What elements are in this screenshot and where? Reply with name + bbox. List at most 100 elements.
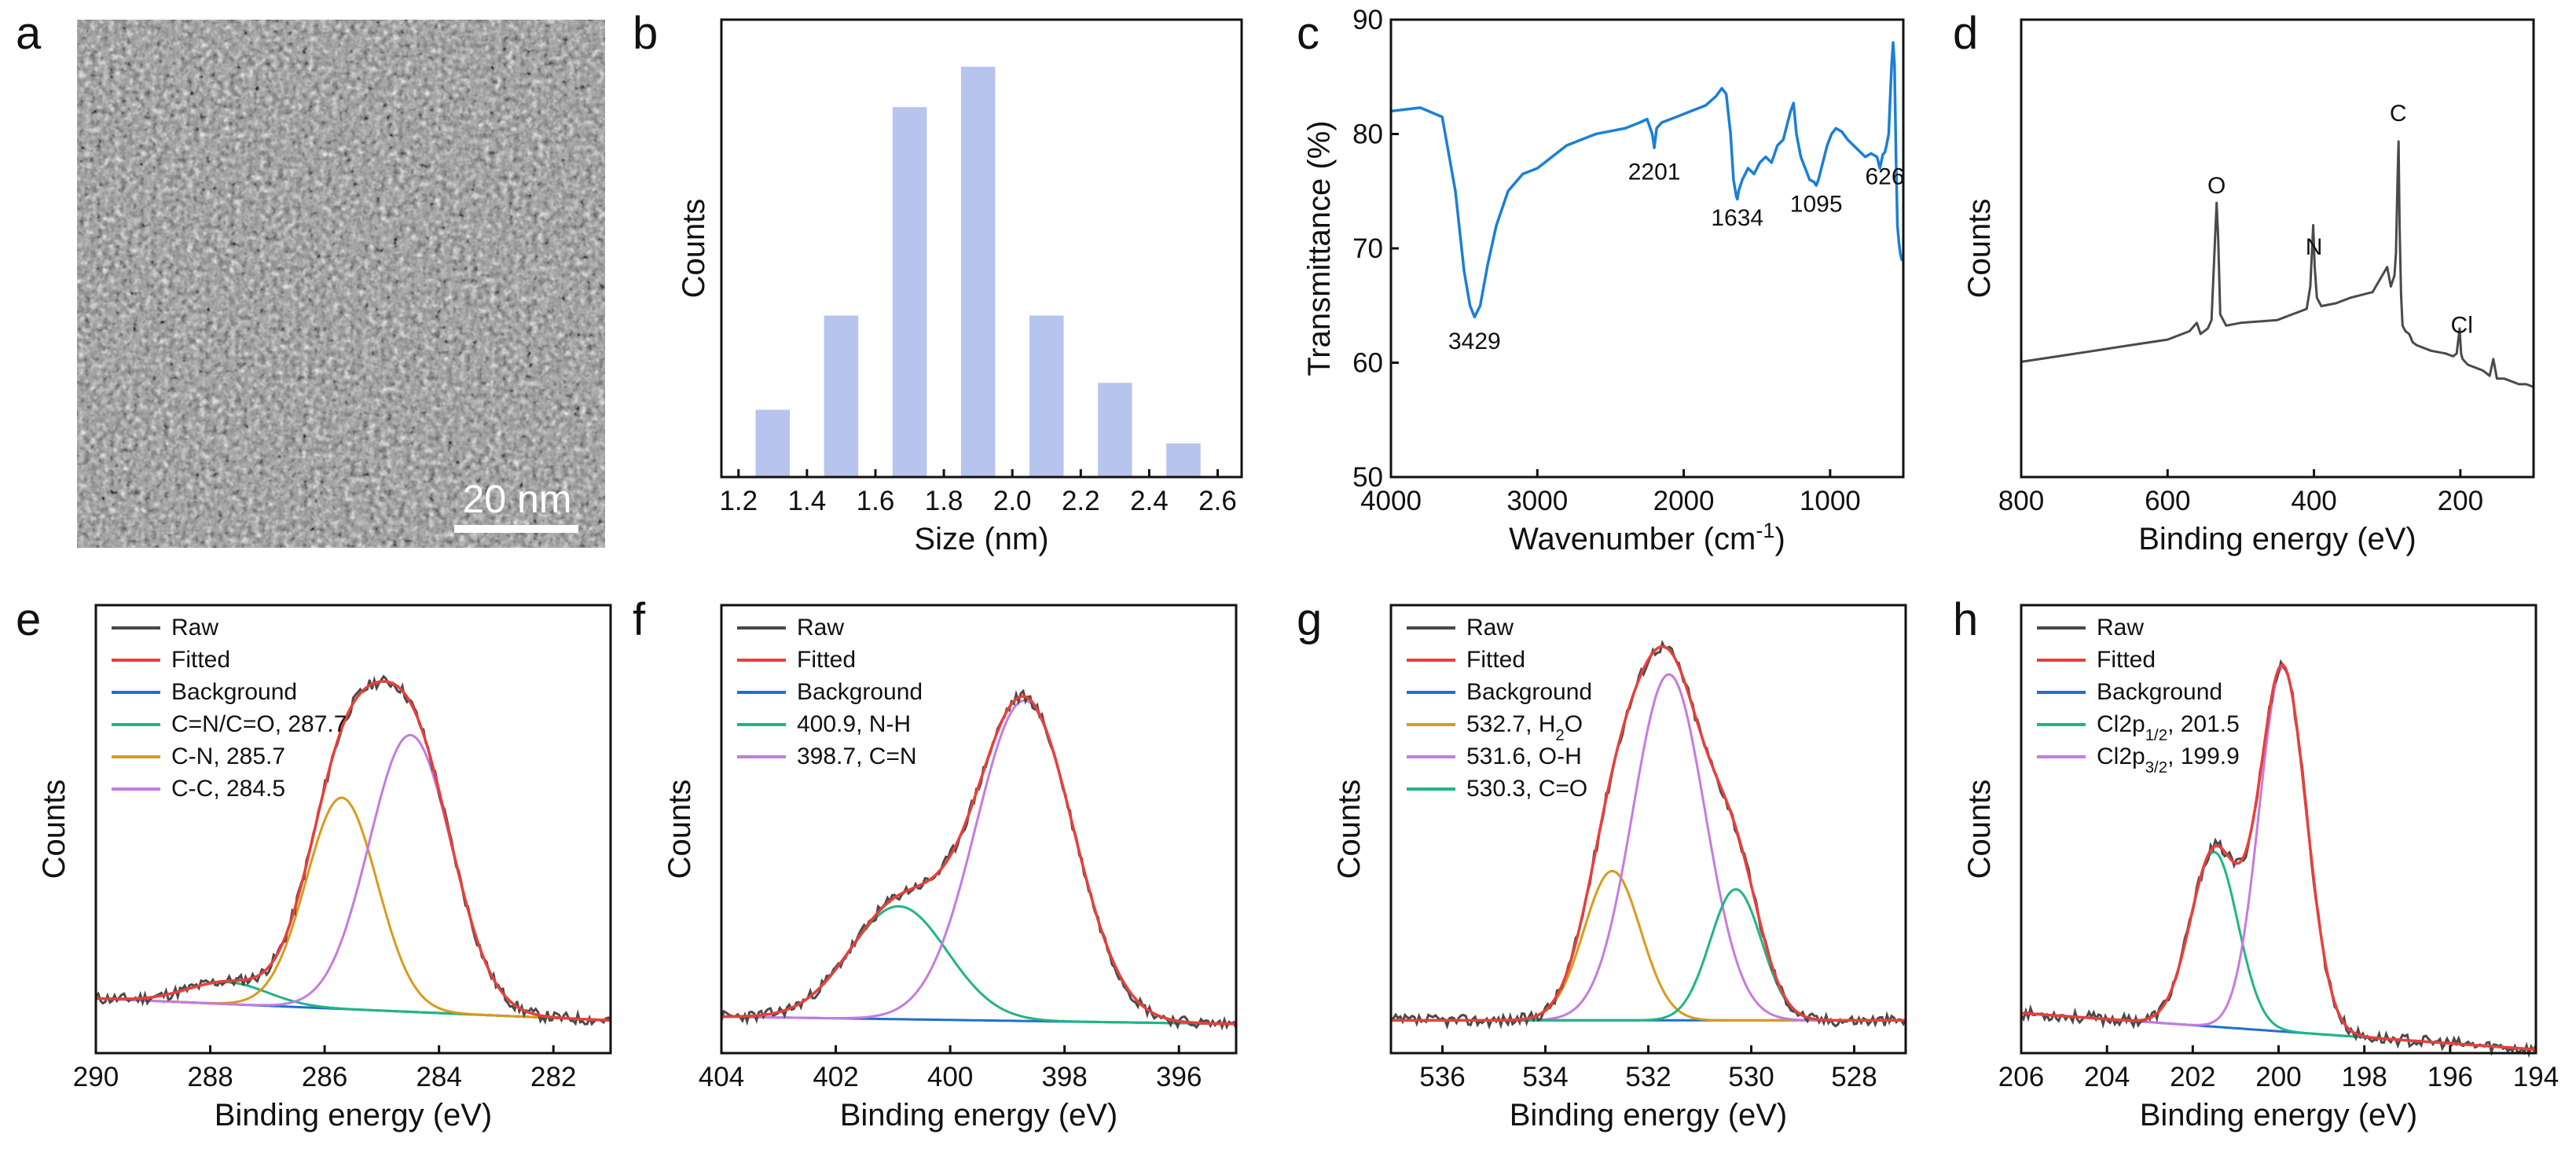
legend-label-f: Raw bbox=[797, 615, 844, 641]
peak-annotation-c: 626 bbox=[1865, 164, 1904, 190]
x-tick-label-e: 288 bbox=[187, 1062, 233, 1092]
raw-line-f bbox=[720, 688, 1238, 1031]
legend-label-g-part-0: Background bbox=[1466, 679, 1592, 705]
x-tick-label-f: 396 bbox=[1156, 1062, 1202, 1092]
legend-label-g-part-0: Raw bbox=[1466, 615, 1514, 641]
legend-label-h-part-0: Raw bbox=[2097, 615, 2144, 641]
x-tick-label-b: 2.6 bbox=[1198, 486, 1237, 516]
legend-label-g: Raw bbox=[1466, 615, 1514, 641]
x-tick-label-d: 600 bbox=[2145, 486, 2190, 516]
histogram-bar bbox=[1029, 315, 1064, 477]
peak-annotation-c: 2201 bbox=[1628, 160, 1681, 185]
x-tick-label-g: 536 bbox=[1419, 1062, 1465, 1092]
legend-label-e-part-0: Background bbox=[171, 679, 297, 705]
x-axis-label-f: Binding energy (eV) bbox=[840, 1098, 1118, 1132]
y-axis-label-d: Counts bbox=[1962, 199, 1997, 299]
legend-label-g-part-2: O bbox=[1565, 711, 1583, 737]
y-axis-label-c: Transmittance (%) bbox=[1302, 120, 1337, 376]
y-tick-label-c: 70 bbox=[1352, 233, 1383, 264]
fitted-line-h bbox=[2020, 663, 2537, 1052]
legend-label-e-part-0: C=N/C=O, 287.7 bbox=[171, 711, 347, 737]
x-tick-label-b: 1.8 bbox=[925, 486, 963, 516]
x-axis-label-d: Binding energy (eV) bbox=[2138, 522, 2416, 556]
fitted-line-g bbox=[1391, 644, 1906, 1022]
chart-g: g 536 534 532 530 528 Binding energy (eV) Count… bbox=[1297, 594, 1907, 1132]
panel-label-e: e bbox=[16, 594, 41, 645]
chart-c: c 4000 3000 2000 1000 50 60 70 80 90 Wavenumber (c… bbox=[1297, 5, 1905, 556]
x-axis-label-e: Binding energy (eV) bbox=[215, 1098, 493, 1132]
legend-label-g: 531.6, O-H bbox=[1466, 743, 1582, 769]
component-line-e bbox=[95, 796, 611, 1022]
x-tick-label-e: 290 bbox=[73, 1062, 119, 1092]
element-annotation-d: Cl bbox=[2451, 313, 2473, 339]
panel-label-f: f bbox=[633, 594, 646, 645]
legend-label-g-part-0: 530.3, C=O bbox=[1466, 776, 1587, 802]
legend-label-f: Background bbox=[797, 679, 923, 705]
x-axis-label-c-part-2: ) bbox=[1775, 522, 1785, 556]
panel-label-d: d bbox=[1953, 8, 1978, 59]
legend-label-h: Fitted bbox=[2097, 647, 2156, 673]
legend-label-g-part-1: 2 bbox=[1555, 727, 1564, 744]
y-axis-label-e: Counts bbox=[37, 780, 72, 879]
legend-label-e-part-0: Raw bbox=[171, 615, 218, 641]
y-axis-label-b: Counts bbox=[677, 199, 711, 299]
x-tick-label-b: 1.2 bbox=[719, 486, 758, 516]
y-tick-label-c: 90 bbox=[1352, 5, 1383, 35]
legend-label-g: 532.7, H2O bbox=[1466, 711, 1583, 744]
x-tick-label-c: 3000 bbox=[1506, 486, 1568, 516]
x-tick-label-c: 4000 bbox=[1360, 486, 1422, 516]
y-axis-label-g: Counts bbox=[1332, 780, 1367, 879]
x-tick-label-h: 198 bbox=[2341, 1062, 2387, 1092]
legend-label-g: Fitted bbox=[1466, 647, 1525, 673]
panel-label-b: b bbox=[633, 8, 658, 59]
panel-label-g: g bbox=[1297, 594, 1322, 645]
x-tick-label-e: 284 bbox=[416, 1062, 461, 1092]
x-tick-label-h: 202 bbox=[2170, 1062, 2215, 1092]
plot-frame-d bbox=[2020, 18, 2535, 479]
x-axis-label-c-part-0: Wavenumber (cm bbox=[1509, 522, 1756, 556]
x-tick-label-f: 400 bbox=[927, 1062, 973, 1092]
histogram-bar bbox=[755, 409, 791, 477]
legend-label-g: 530.3, C=O bbox=[1466, 776, 1587, 802]
x-axis-label-g: Binding energy (eV) bbox=[1510, 1098, 1788, 1132]
x-tick-label-b: 2.0 bbox=[993, 486, 1032, 516]
peak-annotation-c: 1634 bbox=[1711, 205, 1763, 231]
plot-frame-c bbox=[1389, 18, 1905, 479]
legend-label-h: Background bbox=[2097, 679, 2222, 705]
legend-label-f: 400.9, N-H bbox=[797, 711, 911, 737]
x-tick-label-b: 2.2 bbox=[1062, 486, 1100, 516]
legend-label-h-part-2: , 201.5 bbox=[2167, 711, 2240, 737]
legend-label-h-part-0: Cl2p bbox=[2097, 711, 2145, 737]
legend-label-f: Fitted bbox=[797, 647, 856, 673]
x-tick-label-d: 200 bbox=[2438, 486, 2483, 516]
legend-label-e: C-N, 285.7 bbox=[171, 743, 285, 769]
fitted-line-e bbox=[95, 680, 611, 1022]
histogram-bar bbox=[824, 315, 859, 477]
legend-label-h-part-0: Fitted bbox=[2097, 647, 2156, 673]
chart-f: f 404 402 400 398 396 Binding energy (eV) Count… bbox=[633, 594, 1238, 1132]
x-tick-label-c: 2000 bbox=[1653, 486, 1715, 516]
chart-b: b 1.2 1.4 1.6 1.8 2.0 2.2 2.4 2.6 Size (nm) Counts bbox=[633, 8, 1243, 556]
legend-label-e-part-0: C-C, 284.5 bbox=[171, 776, 285, 802]
x-tick-label-f: 404 bbox=[699, 1062, 744, 1092]
legend-label-f: 398.7, C=N bbox=[797, 743, 917, 769]
legend-label-f-part-0: 398.7, C=N bbox=[797, 743, 917, 769]
x-tick-label-b: 1.6 bbox=[857, 486, 895, 516]
component-line-f bbox=[721, 905, 1236, 1026]
x-tick-label-h: 206 bbox=[1998, 1062, 2044, 1092]
x-tick-label-b: 2.4 bbox=[1130, 486, 1169, 516]
chart-d: d 800 600 400 200 Binding energy (eV) Counts O N… bbox=[1953, 8, 2535, 556]
legend-label-e: C-C, 284.5 bbox=[171, 776, 285, 802]
legend-label-e-part-0: C-N, 285.7 bbox=[171, 743, 285, 769]
y-tick-label-c: 50 bbox=[1352, 462, 1383, 493]
panel-label-h: h bbox=[1953, 594, 1978, 645]
x-tick-label-h: 204 bbox=[2084, 1062, 2130, 1092]
y-tick-label-c: 80 bbox=[1352, 119, 1383, 150]
legend-label-f-part-0: Fitted bbox=[797, 647, 856, 673]
chart-e: e 290 288 286 284 282 Binding energy (eV) Count… bbox=[16, 594, 612, 1132]
survey-spectrum-line bbox=[2020, 140, 2534, 388]
x-tick-label-h: 196 bbox=[2427, 1062, 2473, 1092]
x-tick-label-g: 528 bbox=[1831, 1062, 1877, 1092]
x-axis-label-c-part-1: -1 bbox=[1756, 518, 1774, 542]
